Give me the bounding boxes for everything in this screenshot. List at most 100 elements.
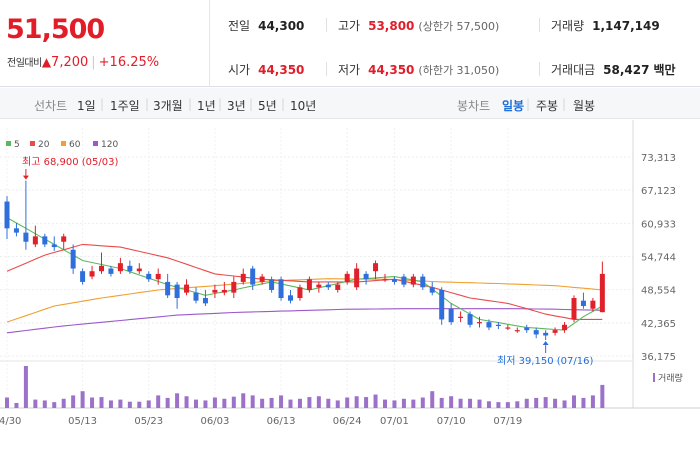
volume-bar (231, 396, 236, 408)
candle-body (221, 289, 227, 293)
x-tick-label: 07/01 (380, 416, 409, 427)
candle-body (477, 322, 482, 324)
volume-bar (468, 398, 473, 408)
candle-body (51, 244, 57, 248)
legend-label: 60 (69, 140, 81, 150)
current-price: 51,500 (6, 14, 105, 45)
candle-body (231, 281, 237, 293)
volume-bar (33, 399, 38, 408)
tab-range-1w[interactable]: 1주일 (110, 99, 140, 113)
tab-daily[interactable]: 일봉 (502, 99, 525, 113)
x-tick-label: 06/24 (333, 416, 362, 427)
volume-bar (118, 399, 123, 408)
legend-label: 120 (101, 140, 118, 150)
tab-range-3m[interactable]: 3개월 (153, 99, 183, 113)
tab-weekly[interactable]: 주봉 (536, 99, 559, 113)
volume-bar (600, 384, 605, 408)
volume-bar (553, 398, 558, 408)
volume-bar (581, 397, 586, 408)
candle-body (543, 332, 549, 336)
up-arrow-icon (542, 341, 549, 346)
volume-bar (439, 397, 444, 408)
candlestick-chart[interactable]: 73,313 67,123 60,933 54,744 48,554 42,365 36,1… (0, 120, 700, 450)
volume-bar (269, 397, 274, 408)
legend-label: 5 (14, 140, 20, 150)
y-tick-label: 54,744 (641, 253, 676, 264)
candle-body (316, 284, 322, 288)
tab-range-1d[interactable]: 1일 (77, 99, 96, 113)
legend-swatch (93, 141, 98, 146)
candle-body (505, 327, 511, 329)
tab-line-chart[interactable]: 선차트 (34, 99, 68, 113)
candle-body (212, 289, 218, 293)
divider: | (91, 55, 96, 70)
candle-body (32, 236, 38, 245)
volume-bar (42, 400, 47, 408)
candle-body (344, 273, 350, 282)
stat-trading-amount: 거래대금 58,427 백만 (551, 63, 676, 77)
volume-bar (23, 366, 28, 408)
volume-bar (222, 398, 227, 408)
volume-bar (71, 395, 76, 408)
candle-body (193, 292, 199, 301)
volume-bar (326, 398, 331, 408)
candle-body (382, 279, 388, 281)
y-tick-label: 60,933 (641, 219, 676, 230)
candle-body (61, 236, 67, 242)
chart-annotations: 최고 68,900 (05/03) 최저 39,150 (07/16) (22, 156, 593, 367)
x-tick-label: 06/13 (267, 416, 296, 427)
candle-body (590, 300, 596, 309)
candle-body (391, 279, 397, 282)
tab-monthly[interactable]: 월봉 (573, 99, 596, 113)
y-tick-label: 67,123 (641, 186, 676, 197)
volume-bar (99, 397, 104, 408)
chart-tabs: 선차트 1일 | 1주일 | 3개월 | 1년 | 3년 | 5년 | 10년 … (0, 88, 700, 119)
volume-bar (241, 393, 246, 408)
volume-bar (458, 398, 463, 408)
divider: | (562, 97, 567, 111)
divider (326, 18, 327, 32)
tab-candle-chart[interactable]: 봉차트 (457, 99, 491, 113)
tab-range-3y[interactable]: 3년 (227, 99, 246, 113)
candle-body (70, 249, 76, 269)
candle-body (136, 268, 142, 272)
volume-bar (137, 401, 142, 408)
change-amount: 7,200 (51, 55, 89, 70)
volume-bar (345, 397, 350, 408)
y-tick-label: 73,313 (641, 153, 676, 164)
candle-body (410, 276, 416, 285)
volume-bar (316, 396, 321, 408)
moving-averages (6, 217, 603, 334)
candle-body (269, 279, 275, 290)
y-axis-labels: 73,313 67,123 60,933 54,744 48,554 42,365 36,1… (641, 153, 676, 363)
candles (4, 180, 605, 341)
candle-body (486, 322, 492, 328)
tab-range-1y[interactable]: 1년 (197, 99, 216, 113)
divider: | (218, 97, 223, 111)
candle-body (354, 268, 360, 288)
divider: | (100, 97, 105, 111)
candle-body (155, 273, 161, 280)
tab-range-5y[interactable]: 5년 (258, 99, 277, 113)
y-tick-label: 42,365 (641, 319, 676, 330)
candle-body (259, 276, 265, 282)
divider: | (145, 97, 150, 111)
volume-bar (590, 395, 595, 408)
change-label: 전일대비 (7, 58, 42, 69)
tab-range-10y[interactable]: 10년 (290, 99, 317, 113)
candle-body (4, 201, 10, 229)
volume-bar (420, 397, 425, 408)
volume-bar (392, 400, 397, 408)
volume-bar (373, 394, 378, 408)
down-arrow-icon (22, 175, 29, 180)
candle-body (571, 297, 577, 320)
candle-body (429, 287, 435, 293)
candle-body (297, 287, 303, 298)
volume-bar (572, 395, 576, 408)
volume-bar (297, 398, 302, 408)
candle-body (288, 295, 293, 301)
candle-body (363, 273, 369, 280)
candle-body (278, 279, 284, 298)
volume-bar (449, 396, 454, 408)
volume-bar (430, 391, 435, 408)
